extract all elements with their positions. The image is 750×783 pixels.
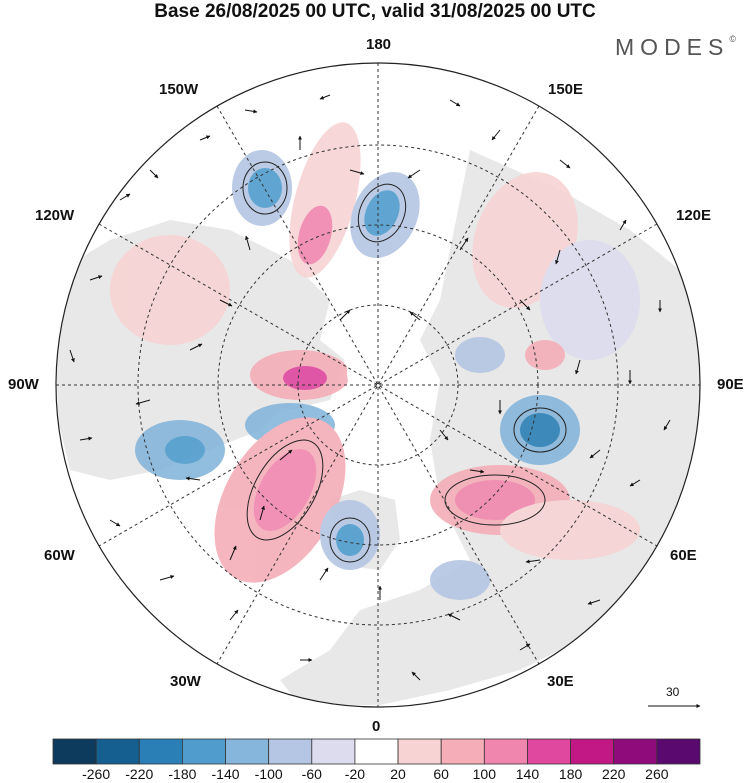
colorbar-swatch [570, 738, 615, 765]
colorbar-tick-label: 60 [433, 766, 449, 782]
colorbar-tick-label: 180 [558, 766, 583, 782]
colorbar-tick-label: -220 [125, 766, 154, 782]
colorbar-swatch [656, 738, 701, 765]
lon-label-150e: 150E [548, 81, 584, 98]
contour-lines [242, 161, 567, 563]
colorbar-tick-label: 20 [390, 766, 406, 782]
colorbar-tick-label: 260 [645, 766, 669, 782]
lon-label-120w: 120W [35, 207, 75, 224]
colorbar-tick-label: -140 [211, 766, 240, 782]
colorbar-swatch [268, 738, 313, 765]
map-title: Base 26/08/2025 00 UTC, valid 31/08/2025… [154, 1, 596, 22]
colorbar-swatch [225, 738, 270, 765]
lon-label-150w: 150W [159, 81, 199, 98]
colorbar-swatch [181, 738, 226, 765]
colorbar-tick-label: 100 [472, 766, 496, 782]
colorbar-swatch [613, 738, 658, 765]
colorbar-swatch [311, 738, 356, 765]
modes-logo: MODES© [615, 34, 736, 60]
lon-label-60e: 60E [670, 547, 697, 564]
lon-label-30w: 30W [170, 673, 201, 690]
colorbar-tick-label: -260 [82, 766, 111, 782]
lon-label-90w: 90W [8, 376, 39, 393]
map-boundary [55, 62, 701, 708]
colorbar-swatch [354, 738, 399, 765]
colorbar-swatch [95, 738, 140, 765]
colorbar [52, 738, 701, 765]
lon-label-90e: 90E [717, 376, 744, 393]
lon-label-180: 180 [366, 36, 392, 53]
colorbar-swatch [527, 738, 572, 765]
colorbar-swatch [483, 738, 528, 765]
colorbar-tick-label: 140 [515, 766, 540, 782]
lon-label-0: 0 [372, 718, 381, 735]
colorbar-tick-label: -180 [168, 766, 197, 782]
meridians [56, 63, 700, 707]
colorbar-swatch [52, 738, 97, 765]
colorbar-swatch [397, 738, 442, 765]
reference-vector-label: 30 [666, 685, 680, 699]
lon-label-60w: 60W [44, 547, 75, 564]
lon-label-120e: 120E [676, 207, 712, 224]
lon-label-30e: 30E [547, 673, 574, 690]
colorbar-tick-label: -100 [254, 766, 283, 782]
wind-vectors [69, 94, 671, 681]
colorbar-tick-label: -20 [344, 766, 366, 782]
colorbar-swatch [138, 738, 183, 765]
colorbar-tick-label: 220 [602, 766, 626, 782]
colorbar-swatch [440, 738, 485, 765]
colorbar-tick-label: -60 [301, 766, 322, 782]
polar-cap [347, 315, 423, 425]
